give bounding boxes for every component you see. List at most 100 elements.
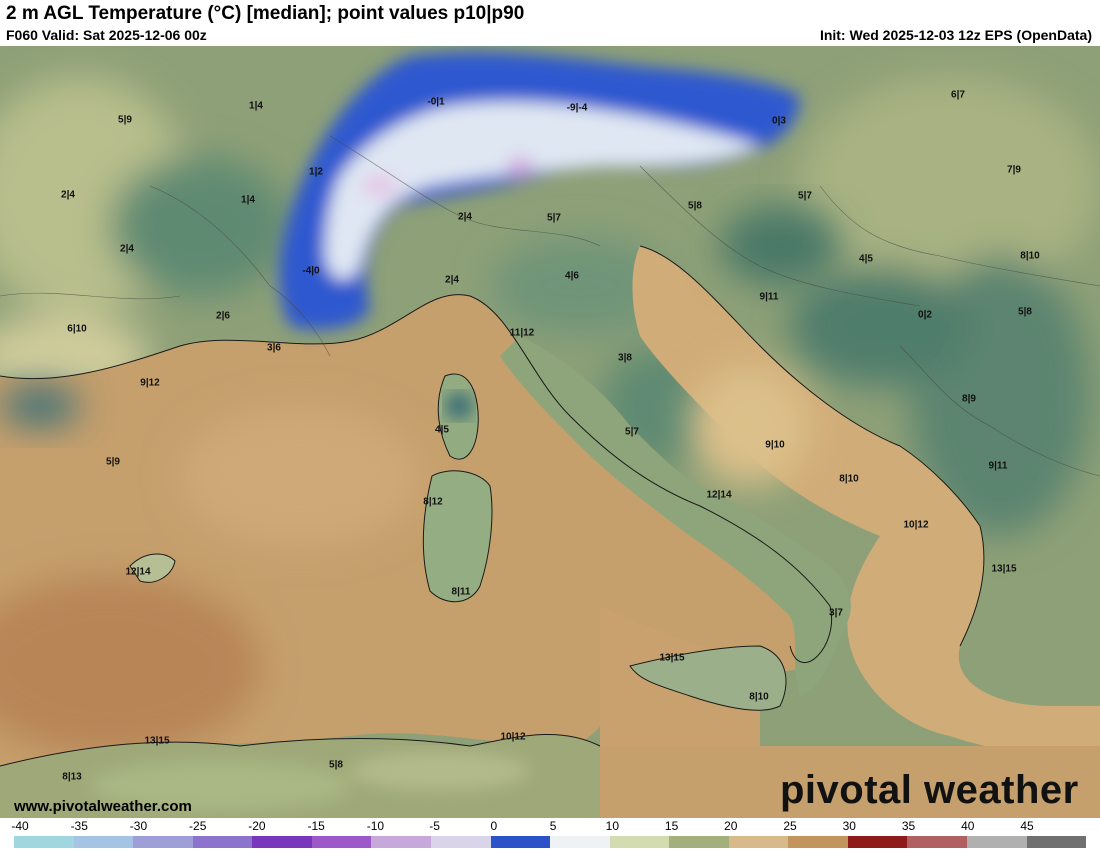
point-value-label: 5|7	[547, 212, 561, 224]
italy-land	[500, 336, 851, 696]
colorbar-tick-label: -25	[189, 819, 207, 833]
init-time: Init: Wed 2025-12-03 12z EPS (OpenData)	[819, 27, 1092, 43]
colorbar-segment	[133, 836, 193, 848]
sea-shading	[0, 366, 810, 756]
temperature-map[interactable]: 1|4 5|9 -0|1 -9|-4 0|3 6|7 1|2 5|7 1|4 2|4 2|4 5|8 5…	[0, 46, 1100, 818]
point-value-label: 6|7	[951, 89, 965, 101]
point-value-label: 3|6	[267, 342, 281, 354]
point-value-label: 1|2	[309, 166, 323, 178]
point-value-label: 7|9	[1007, 164, 1021, 176]
colorbar-segment	[430, 836, 491, 848]
colorbar-segment	[669, 836, 729, 848]
point-value-label: 2|4	[61, 189, 75, 201]
point-value-label: 9|10	[765, 439, 785, 451]
colorbar-tick-label: -20	[248, 819, 266, 833]
point-value-label: 12|14	[125, 566, 151, 578]
colorbar-tick-label: 0	[490, 819, 498, 833]
point-value-label: 12|14	[706, 489, 732, 501]
land-shading	[0, 76, 1100, 536]
point-value-label: 4|5	[859, 253, 873, 265]
colorbar: -40 -35 -30 -25 -20 -15 -10 -5 0 5 10 15 20 25 30 35 40 4…	[0, 818, 1100, 850]
valid-time: F060 Valid: Sat 2025-12-06 00z	[6, 27, 207, 43]
colorbar-segment	[907, 836, 967, 848]
borders	[0, 135, 1100, 477]
point-value-label: 9|11	[988, 460, 1008, 472]
point-value-label: 2|4	[445, 274, 459, 286]
alps-cold	[279, 51, 801, 330]
point-value-label: 13|15	[991, 563, 1017, 575]
point-value-label: 8|10	[749, 691, 769, 703]
colorbar-segment	[252, 836, 312, 848]
colorbar-segment	[967, 836, 1027, 848]
colorbar-tick-label: 35	[901, 819, 916, 833]
colorbar-tick-label: -40	[11, 819, 29, 833]
point-value-label: -9|-4	[566, 102, 588, 114]
colorbar-tick-label: -15	[307, 819, 325, 833]
point-value-label: 8|10	[1020, 250, 1040, 262]
point-value-label: -0|1	[427, 96, 445, 108]
point-value-label: 5|8	[1018, 306, 1032, 318]
point-value-label: 6|10	[67, 323, 87, 335]
sardinia	[423, 470, 492, 602]
point-value-label: 13|15	[144, 735, 170, 747]
mallorca	[130, 554, 175, 583]
point-value-label: 11|12	[509, 327, 535, 339]
point-value-label: 10|12	[903, 519, 929, 531]
point-value-label: 1|4	[241, 194, 255, 206]
colorbar-tick-label: -30	[129, 819, 148, 833]
point-value-label: 9|11	[759, 291, 779, 303]
point-value-label: 0|2	[918, 309, 932, 321]
point-value-label: 0|3	[772, 115, 786, 127]
colorbar-segment	[1026, 836, 1087, 848]
point-value-label: 2|4	[120, 243, 134, 255]
point-value-label: 8|11	[451, 586, 471, 598]
colorbar-tick-label: 15	[664, 819, 679, 833]
point-value-label: 10|12	[500, 731, 526, 743]
colorbar-segment	[609, 836, 670, 848]
point-value-label: 4|5	[435, 424, 449, 436]
point-value-label: 3|8	[618, 352, 632, 364]
colorbar-segment	[192, 836, 253, 848]
colorbar-segment	[73, 836, 134, 848]
colorbar-tick-label: 25	[783, 819, 797, 833]
point-value-label: 1|4	[249, 100, 263, 112]
point-value-label: 8|10	[839, 473, 859, 485]
header: 2 m AGL Temperature (°C) [median]; point…	[0, 0, 1100, 46]
colorbar-tick-label: 10	[605, 819, 620, 833]
colorbar-segment	[788, 836, 848, 848]
brand-logo: pivotal weather	[780, 768, 1079, 812]
point-value-label: 13|15	[659, 652, 685, 664]
point-value-label: 5|9	[118, 114, 132, 126]
point-value-label: -4|0	[302, 265, 320, 277]
point-value-label: 5|8	[329, 759, 343, 771]
colorbar-tick-label: -35	[70, 819, 88, 833]
colorbar-segment	[728, 836, 789, 848]
colorbar-segment	[550, 836, 610, 848]
colorbar-segment	[371, 836, 431, 848]
point-value-label: 8|13	[62, 771, 82, 783]
point-value-label: 3|7	[829, 607, 843, 619]
point-value-label: 2|6	[216, 310, 230, 322]
colorbar-tick-label: -10	[366, 819, 385, 833]
point-value-label: 8|12	[423, 496, 443, 508]
colorbar-tick-label: 45	[1020, 819, 1034, 833]
colorbar-strip	[14, 836, 1087, 848]
colorbar-segment	[490, 836, 551, 848]
point-value-label: 5|7	[625, 426, 639, 438]
point-value-label: 5|7	[798, 190, 812, 202]
colorbar-tick-label: -5	[429, 819, 440, 833]
colorbar-segment	[847, 836, 908, 848]
colorbar-segment	[14, 836, 74, 848]
point-value-label: 9|12	[140, 377, 160, 389]
map-title: 2 m AGL Temperature (°C) [median]; point…	[6, 3, 525, 24]
coastlines	[0, 245, 985, 767]
sicily	[630, 646, 786, 711]
colorbar-tick-label: 40	[961, 819, 975, 833]
website-url[interactable]: www.pivotalweather.com	[14, 798, 192, 815]
colorbar-tick-label: 30	[842, 819, 856, 833]
point-value-label: 2|4	[458, 211, 472, 223]
point-value-label: 5|9	[106, 456, 120, 468]
colorbar-segment	[311, 836, 372, 848]
point-value-label: 8|9	[962, 393, 976, 405]
colorbar-tick-label: 5	[549, 819, 557, 833]
